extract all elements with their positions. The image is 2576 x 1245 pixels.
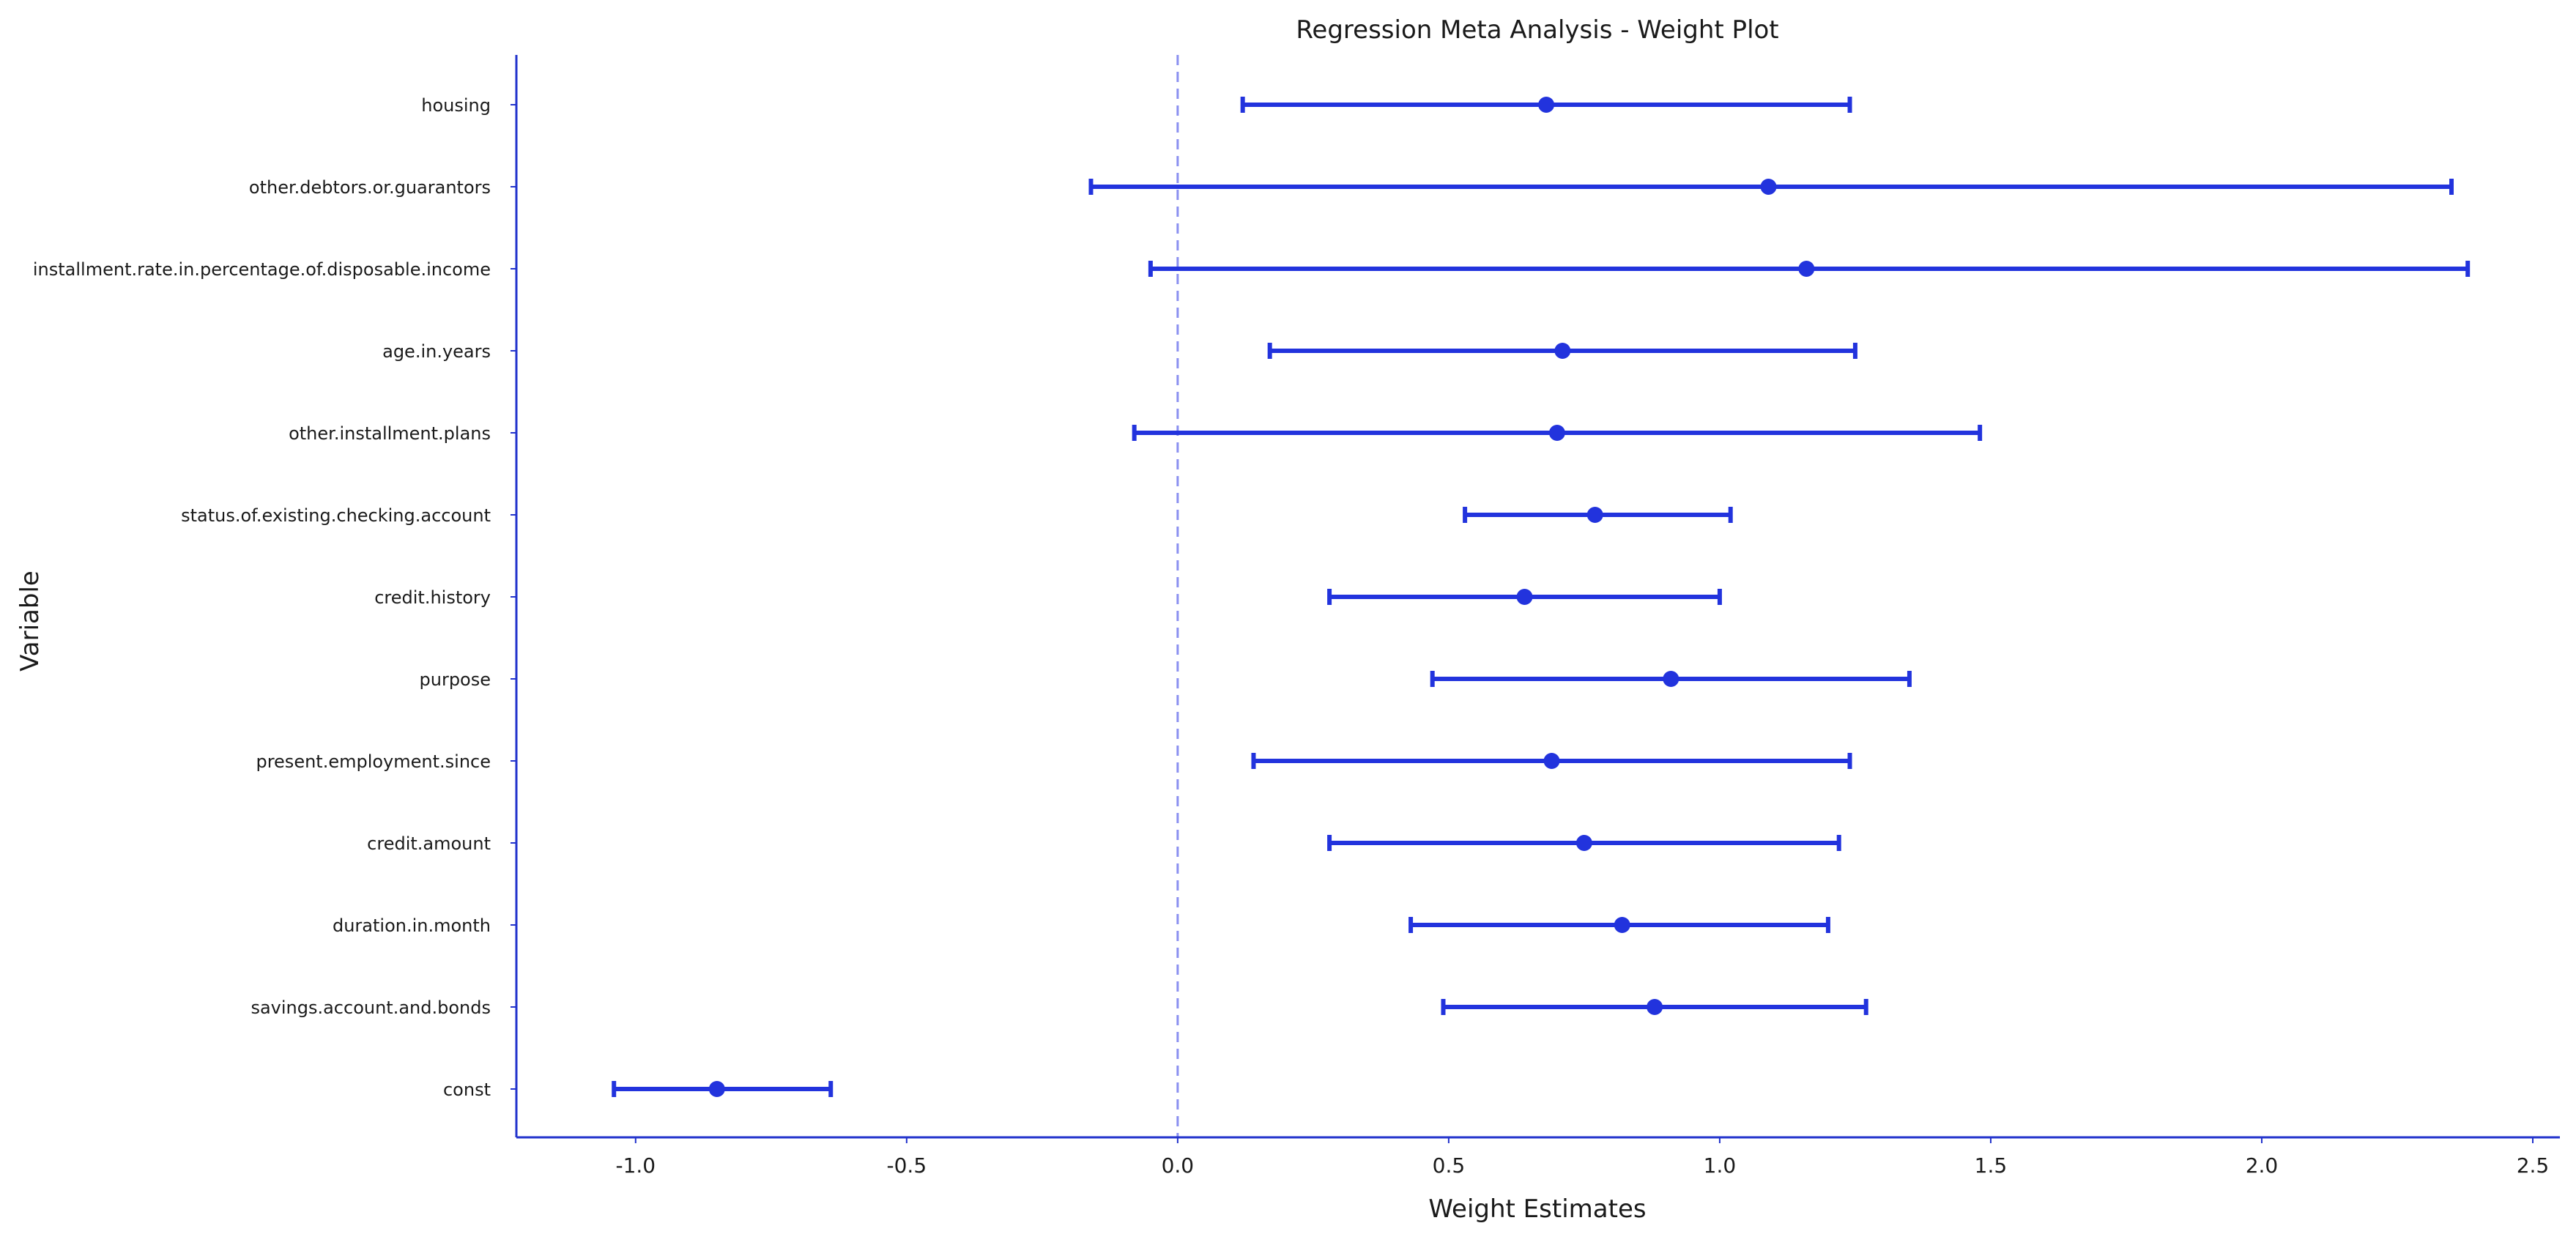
y-category-label: other.installment.plans <box>289 423 491 444</box>
y-axis-label: Variable <box>15 571 45 672</box>
y-category-label: const <box>443 1079 491 1100</box>
x-ticks-layer: -1.0 -0.5 0.0 0.5 1.0 1.5 2.0 2.5 <box>615 1137 2549 1178</box>
estimate-point <box>1760 179 1777 195</box>
x-tick-label: 0.0 <box>1162 1153 1195 1178</box>
estimate-point <box>1554 343 1571 359</box>
y-category-label: duration.in.month <box>333 915 491 936</box>
estimate-point <box>1663 671 1679 687</box>
x-tick-label: 1.0 <box>1704 1153 1737 1178</box>
estimate-point <box>1586 507 1603 523</box>
y-category-label: status.of.existing.checking.account <box>181 505 491 526</box>
y-category-label: age.in.years <box>382 341 491 362</box>
x-tick-label: 2.5 <box>2517 1153 2550 1178</box>
estimate-point <box>1548 425 1565 441</box>
x-tick-label: 0.5 <box>1433 1153 1466 1178</box>
estimate-point <box>1614 917 1630 933</box>
x-tick-label: -0.5 <box>887 1153 927 1178</box>
y-category-label: purpose <box>420 669 491 690</box>
estimate-point <box>1647 999 1663 1015</box>
x-tick-label: 1.5 <box>1975 1153 2008 1178</box>
y-category-label: housing <box>421 95 491 116</box>
y-category-label: savings.account.and.bonds <box>250 997 491 1018</box>
y-category-label: credit.amount <box>367 833 491 854</box>
y-category-label: present.employment.since <box>256 751 491 772</box>
y-category-label: installment.rate.in.percentage.of.dispos… <box>33 259 491 280</box>
error-bars-layer <box>612 97 2471 1097</box>
y-category-label: other.debtors.or.guarantors <box>249 177 491 198</box>
x-tick-label: -1.0 <box>615 1153 656 1178</box>
estimate-point <box>1798 261 1815 277</box>
y-category-label: credit.history <box>374 587 491 608</box>
estimate-point <box>1516 589 1533 605</box>
estimate-point <box>1575 835 1592 851</box>
category-labels-layer: housing other.debtors.or.guarantors instal… <box>33 95 516 1100</box>
estimate-point <box>708 1081 725 1097</box>
estimate-point <box>1543 753 1560 769</box>
estimate-point <box>1538 97 1555 113</box>
chart-title: Regression Meta Analysis - Weight Plot <box>1296 15 1778 45</box>
x-axis-label: Weight Estimates <box>1428 1194 1646 1224</box>
x-tick-label: 2.0 <box>2246 1153 2279 1178</box>
